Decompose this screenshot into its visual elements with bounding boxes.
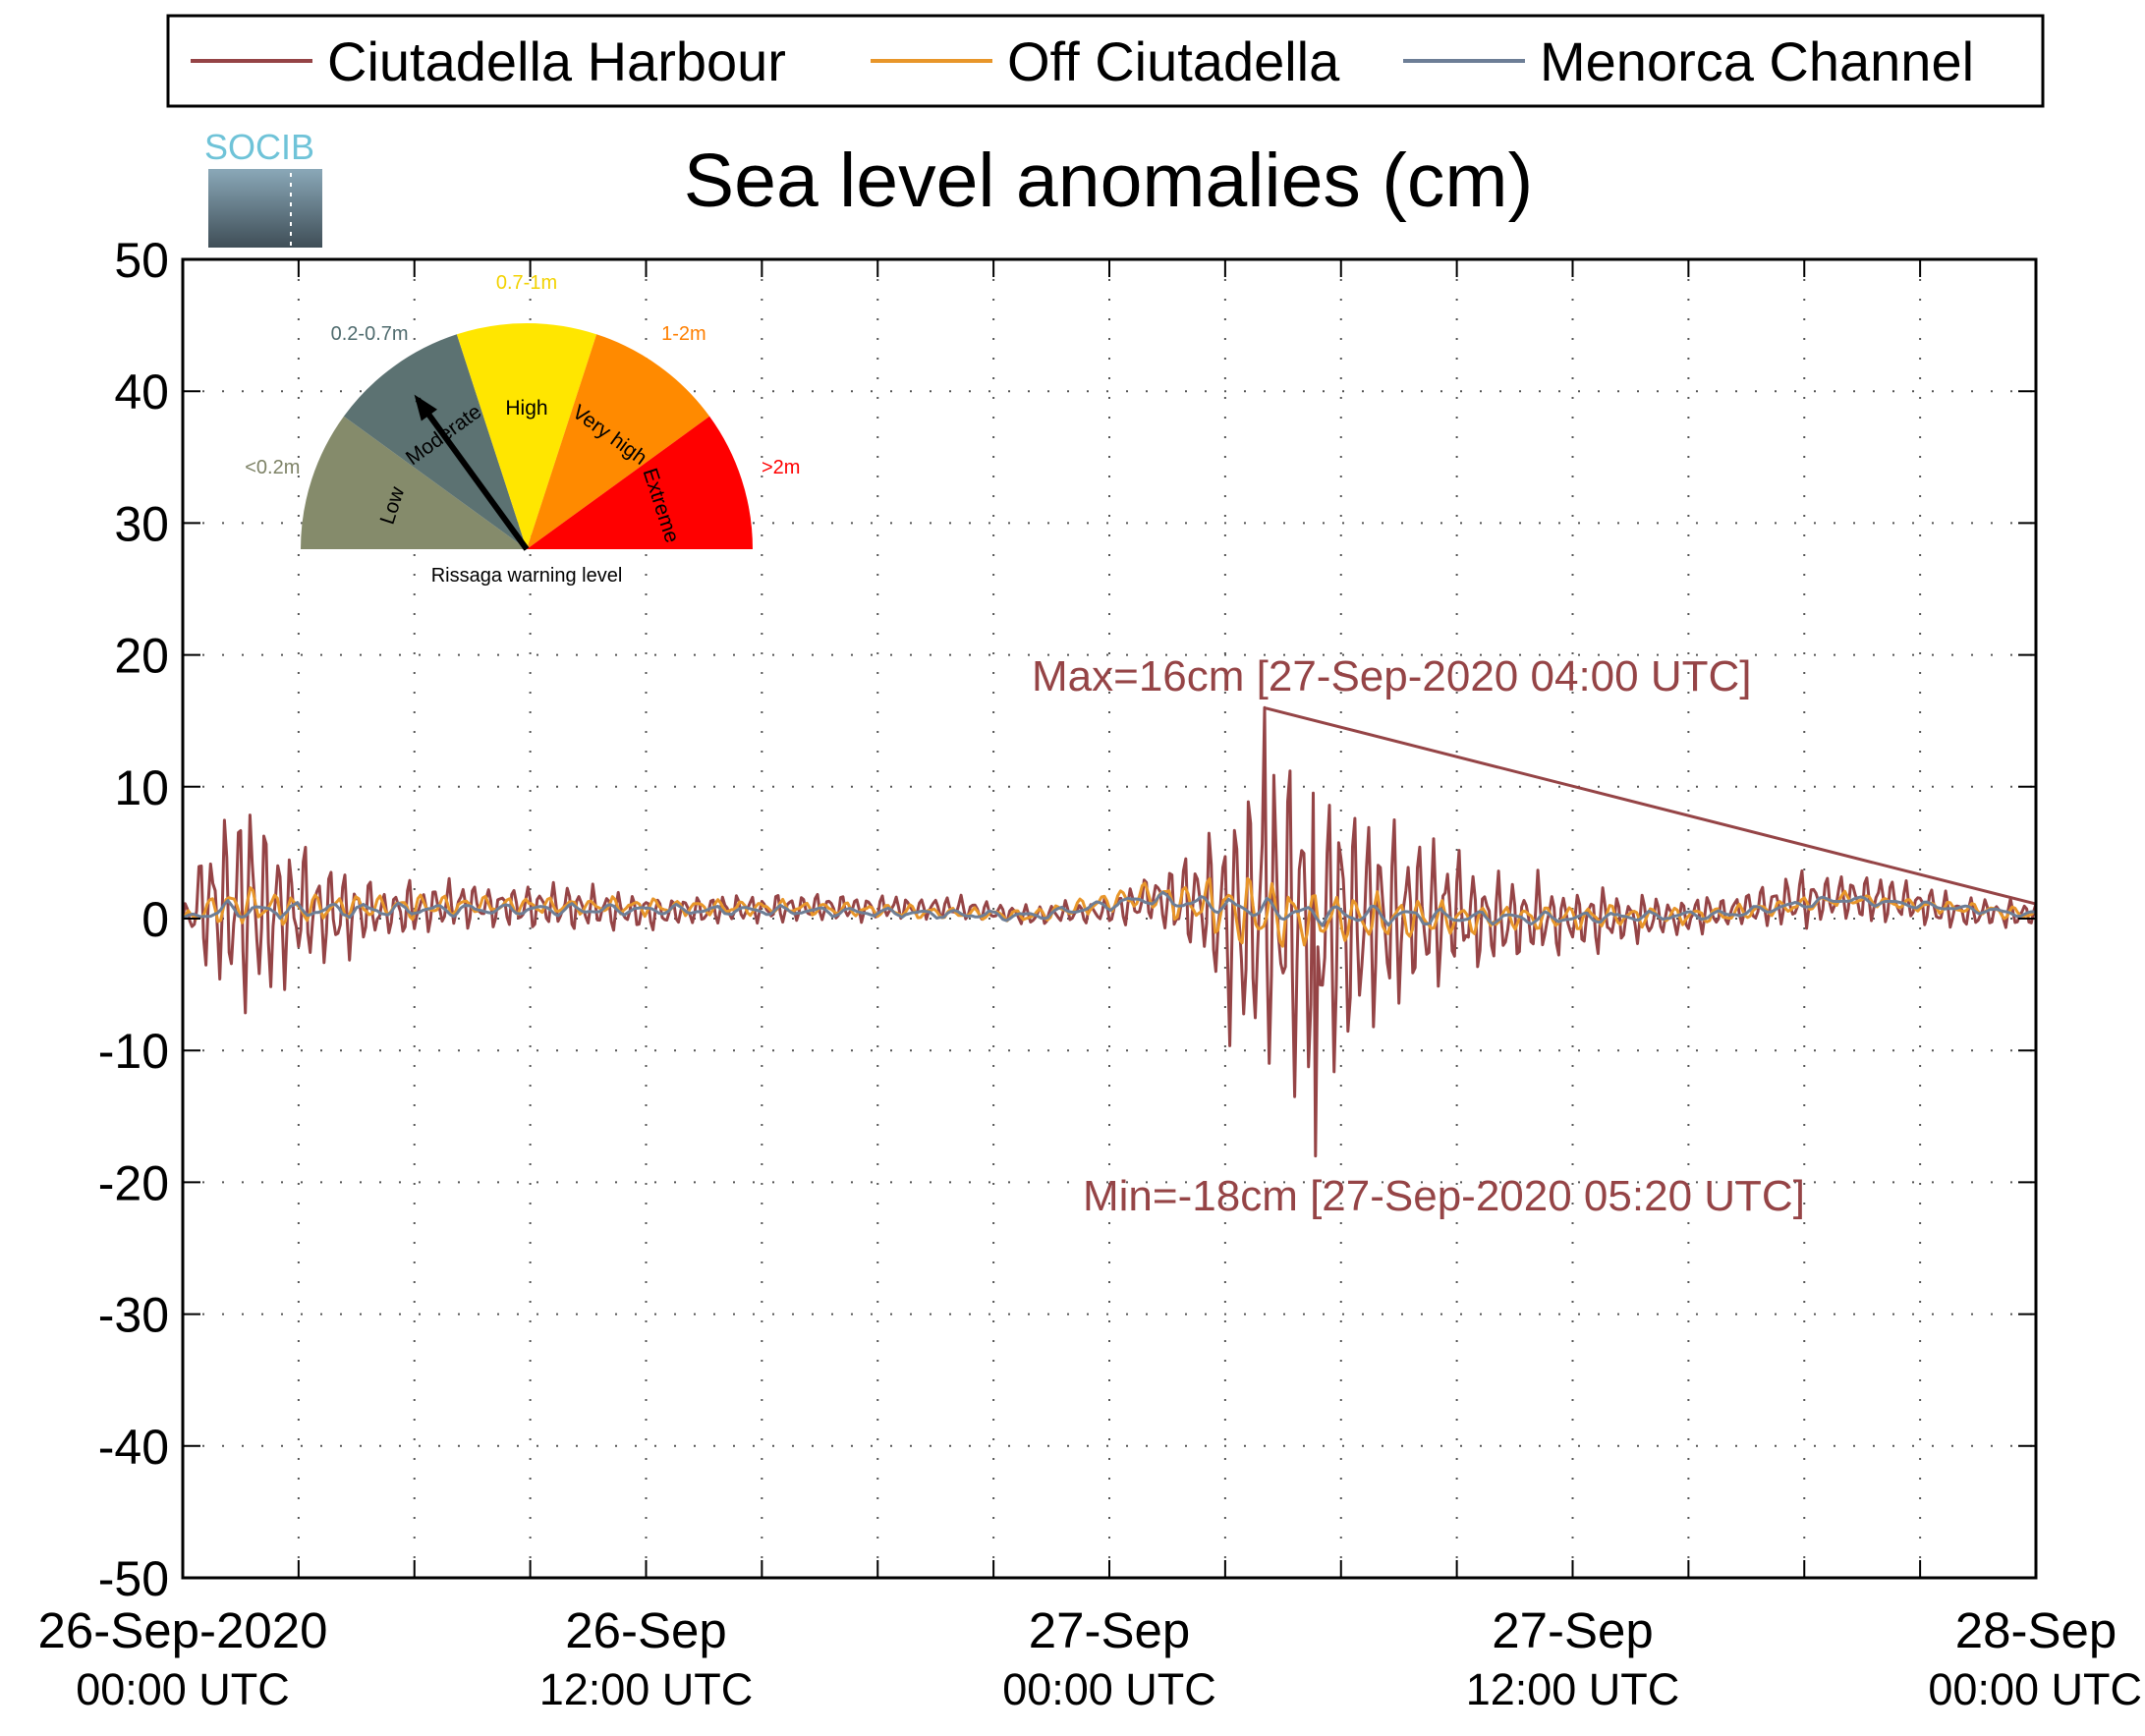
logo-wave-block — [208, 169, 322, 248]
gauge-level-range: >2m — [762, 457, 800, 478]
x-tick-time: 12:00 UTC — [539, 1664, 754, 1714]
series-line-menorca-channel — [182, 890, 2035, 927]
y-tick-label: 30 — [114, 496, 169, 551]
gauge-level-range: <0.2m — [245, 457, 300, 478]
y-tick-label: -30 — [98, 1288, 169, 1343]
gauge-level-range: 1-2m — [661, 323, 706, 345]
legend-label-channel: Menorca Channel — [1540, 30, 1974, 92]
legend: Ciutadella Harbour Off Ciutadella Menorc… — [166, 14, 2045, 108]
series-line-off-ciutadella — [181, 876, 2036, 948]
x-axis-labels: 26-Sep-2020 00:00 UTC 26-Sep 12:00 UTC 27-Se… — [38, 1602, 2142, 1714]
y-axis-labels: -50 -40 -30 -20 -10 0 10 20 30 40 50 — [98, 233, 169, 1606]
legend-label-off: Off Ciutadella — [1007, 30, 1340, 92]
y-tick-label: 20 — [114, 629, 169, 684]
y-tick-label: -50 — [98, 1551, 169, 1606]
x-tick-time: 00:00 UTC — [1928, 1664, 2142, 1714]
x-tick-date: 27-Sep — [1492, 1602, 1653, 1658]
gauge-sector-high — [456, 323, 597, 549]
y-tick-label: -40 — [98, 1420, 169, 1475]
gauge-sector-low — [301, 416, 527, 549]
gauge-needle — [415, 397, 530, 551]
gauge-level-name: High — [505, 397, 547, 420]
x-tick-time: 00:00 UTC — [1002, 1664, 1216, 1714]
gauge-needle-head — [414, 394, 437, 421]
gauge-sector-moderate — [343, 334, 527, 549]
x-tick-time: 00:00 UTC — [76, 1664, 290, 1714]
x-tick-date: 27-Sep — [1029, 1602, 1190, 1658]
x-tick-date: 26-Sep-2020 — [38, 1602, 328, 1658]
series-layer — [181, 705, 2038, 1158]
min-annotation: Min=-18cm [27-Sep-2020 05:20 UTC] — [1083, 1172, 1805, 1220]
legend-box — [166, 14, 2045, 108]
max-annotation: Max=16cm [27-Sep-2020 04:00 UTC] — [1032, 652, 1752, 700]
gauge-level-range: 0.7-1m — [496, 272, 557, 294]
legend-label-harbour: Ciutadella Harbour — [327, 30, 786, 92]
gauge-sector-extreme — [527, 416, 754, 549]
y-tick-label: -10 — [98, 1024, 169, 1079]
y-tick-label: 10 — [114, 760, 169, 815]
logo-wordmark: SOCIB — [204, 127, 314, 167]
chart-title: Sea level anomalies (cm) — [684, 139, 1533, 223]
y-tick-label: 50 — [114, 233, 169, 288]
y-tick-label: 40 — [114, 364, 169, 420]
x-tick-date: 26-Sep — [565, 1602, 726, 1658]
x-tick-time: 12:00 UTC — [1466, 1664, 1680, 1714]
socib-logo: SOCIB — [204, 127, 322, 248]
y-tick-label: -20 — [98, 1155, 169, 1210]
x-tick-date: 28-Sep — [1955, 1602, 2117, 1658]
y-tick-label: 0 — [141, 892, 169, 947]
gauge-level-range: 0.2-0.7m — [331, 323, 409, 345]
series-line-ciutadella-harbour — [181, 705, 2038, 1158]
axis-ticks — [182, 258, 2037, 1579]
gauge-sector-very-high — [527, 334, 710, 549]
gauge-caption: Rissaga warning level — [431, 565, 623, 587]
